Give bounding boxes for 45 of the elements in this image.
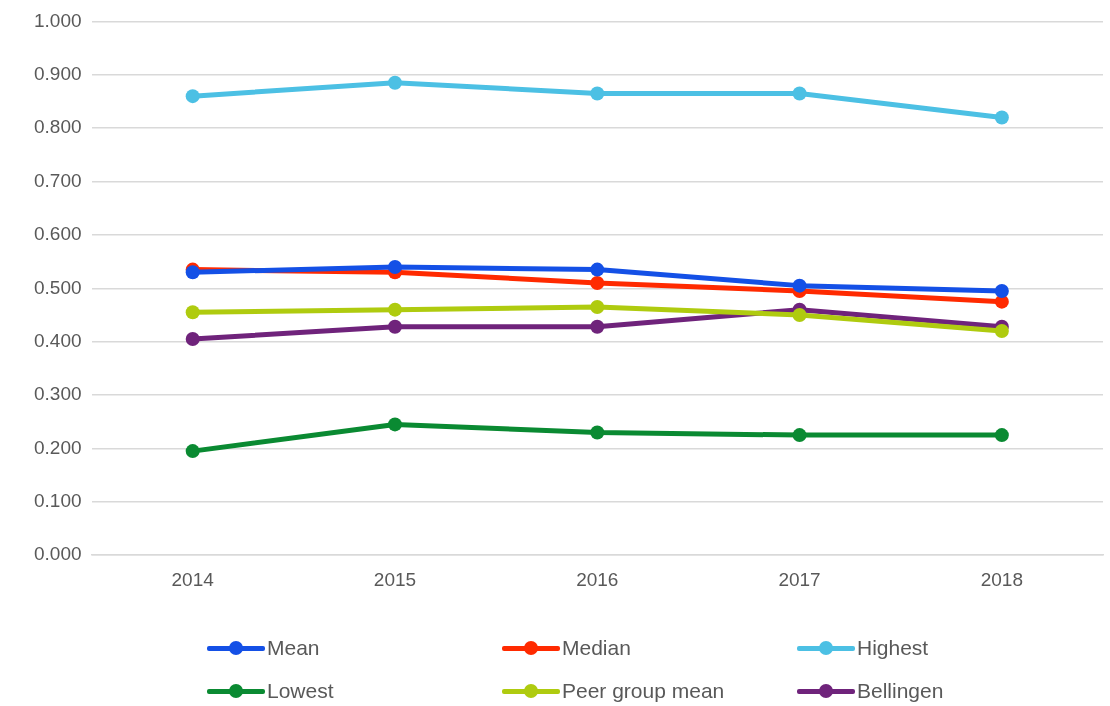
point [590,86,605,101]
legend-label: Highest [857,635,929,660]
y-tick-label: 0.500 [34,276,82,298]
point [185,444,200,459]
legend-label: Median [562,635,631,660]
point [185,332,200,347]
legend-label: Lowest [267,678,334,703]
legend-label: Mean [267,635,320,660]
point [185,89,200,104]
y-tick-label: 0.700 [34,169,82,191]
point [185,305,200,320]
x-tick-label: 2018 [980,568,1023,590]
y-tick-label: 0.800 [34,116,82,138]
y-tick-label: 1.000 [34,9,82,31]
x-tick-label: 2015 [373,568,417,590]
point [994,324,1009,338]
y-tick-label: 0.900 [34,63,82,85]
point [994,428,1009,443]
point [590,275,605,290]
y-tick-label: 0.600 [34,223,82,245]
y-tick-label: 0.400 [34,329,82,351]
point [590,425,605,440]
x-tick-label: 2016 [576,568,619,590]
point [792,86,807,101]
point [387,417,402,432]
y-tick-label: 0.300 [34,383,82,405]
legend-label: Bellingen [857,678,944,703]
x-tick-label: 2017 [778,568,821,590]
legend-label: Peer group mean [562,678,725,703]
point [792,428,807,443]
point [994,283,1009,298]
point [590,299,605,314]
y-tick-label: 0.200 [34,436,82,458]
x-tick-label: 2014 [171,568,215,590]
point [590,262,605,277]
y-tick-label: 0.000 [34,543,82,565]
y-tick-label: 0.100 [34,490,82,512]
point [387,259,402,274]
point [387,75,402,90]
point [792,307,807,322]
point [387,302,402,317]
point [792,278,807,293]
point [387,319,402,334]
point [590,319,605,334]
point [994,110,1009,125]
